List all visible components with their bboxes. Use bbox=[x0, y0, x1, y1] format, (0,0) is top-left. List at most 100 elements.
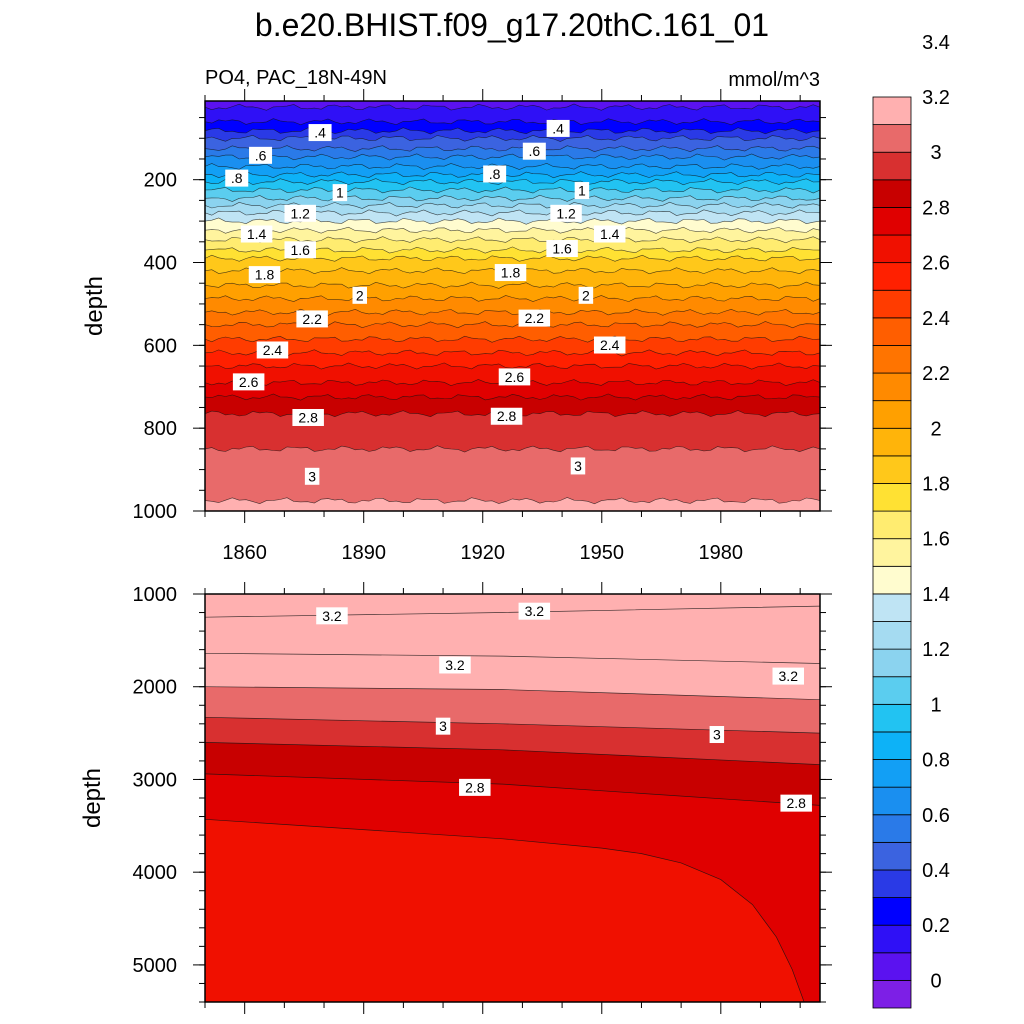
upper-contour-label: 1 bbox=[578, 183, 586, 199]
lower-axes: 1000 2000 3000 4000 5000 bbox=[133, 582, 832, 1014]
lower-contour-fill bbox=[205, 594, 820, 1002]
lower-y-axis-label: depth bbox=[79, 768, 106, 828]
upper-contour-label-box bbox=[304, 467, 320, 485]
colorbar-box bbox=[872, 621, 912, 650]
lower-contour-line bbox=[205, 686, 820, 701]
upper-contour-labels: .4.4.6.6.8.81 11.2 1.21.4 1.41.6 1.61.8 1.82 2… bbox=[225, 119, 626, 485]
x-tick-label: 1890 bbox=[341, 542, 386, 564]
colorbar-tick-label: 3.4 bbox=[922, 32, 950, 54]
lower-contour-label-box bbox=[518, 602, 551, 620]
lower-contour-label-box bbox=[316, 607, 348, 625]
upper-contour-label-box bbox=[332, 184, 348, 202]
lower-contour-label: 3.2 bbox=[525, 603, 545, 619]
upper-contour-label-box bbox=[248, 266, 281, 284]
colorbar-box bbox=[872, 510, 912, 540]
colorbar-tick-label: 2.8 bbox=[922, 197, 950, 219]
colorbar-box bbox=[872, 345, 912, 374]
x-tick-label: 1980 bbox=[699, 542, 744, 564]
upper-contour-label: 1 bbox=[336, 185, 344, 201]
y-tick-label: 4000 bbox=[133, 862, 178, 884]
lower-contour-line bbox=[205, 652, 820, 664]
colorbar-box bbox=[872, 869, 912, 898]
upper-contour-label: .8 bbox=[231, 170, 243, 186]
lower-contour-label: 2.8 bbox=[786, 795, 806, 811]
upper-contour-label-box bbox=[352, 286, 367, 304]
upper-contour-label: 2.2 bbox=[525, 310, 545, 326]
upper-contour-label-box bbox=[256, 341, 289, 359]
upper-contour-fill bbox=[205, 101, 820, 511]
lower-contour-label-box bbox=[439, 656, 471, 674]
upper-plot-frame bbox=[204, 100, 821, 512]
colorbar-tick-label: 0.6 bbox=[922, 805, 950, 827]
y-tick-label: 400 bbox=[144, 253, 177, 275]
upper-contour-line bbox=[205, 162, 820, 170]
upper-contour-label: 2.2 bbox=[302, 311, 322, 327]
lower-contour-band bbox=[205, 819, 805, 1002]
x-tick-label: 1860 bbox=[222, 542, 267, 564]
upper-contour-line bbox=[205, 226, 820, 234]
figure-title: b.e20.BHIST.f09_g17.20thC.161_01 bbox=[255, 7, 769, 43]
upper-contour-label-box bbox=[593, 225, 626, 243]
colorbar-tick-label: 3.2 bbox=[922, 87, 950, 109]
upper-contour-label: .6 bbox=[528, 143, 540, 159]
colorbar-box bbox=[872, 151, 912, 181]
upper-contour-label-box bbox=[494, 264, 527, 282]
upper-contour-label: 2.8 bbox=[298, 409, 318, 425]
colorbar-box bbox=[872, 731, 912, 760]
colorbar-box bbox=[872, 924, 912, 954]
upper-contour-line bbox=[205, 497, 820, 505]
colorbar-tick-label: 0.4 bbox=[922, 860, 950, 882]
colorbar-box bbox=[872, 952, 912, 981]
lower-contour-lines bbox=[205, 605, 820, 1002]
upper-contour-label: 2 bbox=[356, 287, 364, 303]
colorbar-box bbox=[872, 786, 912, 816]
upper-contour-label-box bbox=[232, 373, 265, 391]
upper-contour-line bbox=[205, 178, 820, 186]
colorbar-tick-label: 0.2 bbox=[922, 915, 950, 937]
colorbar-box bbox=[872, 400, 912, 429]
colorbar-box bbox=[872, 455, 912, 484]
upper-contour-label-box bbox=[522, 142, 546, 160]
colorbar-box bbox=[872, 289, 912, 319]
lower-contour-labels: 3.2 3.2 3.2 3.2 3 3 2.8 2.8 bbox=[316, 602, 812, 812]
x-tick-label: 1920 bbox=[460, 542, 505, 564]
upper-contour-label-box bbox=[284, 241, 316, 259]
colorbar-box bbox=[872, 979, 912, 1009]
upper-contour-label-box bbox=[570, 457, 586, 475]
lower-contour-line bbox=[205, 742, 820, 765]
upper-contour-line bbox=[205, 236, 820, 244]
upper-contour-label: 2.6 bbox=[239, 374, 259, 390]
colorbar-box bbox=[872, 538, 912, 567]
upper-contour-line bbox=[205, 145, 820, 153]
colorbar-box bbox=[872, 179, 912, 208]
units-label: mmol/m^3 bbox=[728, 69, 820, 91]
upper-contour-label: .6 bbox=[255, 147, 267, 163]
colorbar-tick-label: 3 bbox=[930, 142, 941, 164]
colorbar-box bbox=[872, 483, 912, 512]
colorbar-tick-label: 1.2 bbox=[922, 639, 950, 661]
y-tick-label: 1000 bbox=[133, 501, 178, 523]
lower-contour-label: 2.8 bbox=[465, 779, 485, 795]
lower-contour-label-box bbox=[772, 667, 805, 685]
upper-contour-label-box bbox=[490, 407, 523, 425]
upper-contour-label: 2.6 bbox=[505, 369, 525, 385]
upper-contour-label: .4 bbox=[552, 120, 564, 136]
upper-contour-line bbox=[205, 281, 820, 289]
upper-contour-label: 3 bbox=[574, 458, 582, 474]
y-tick-label: 5000 bbox=[133, 955, 178, 977]
upper-contour-label: 1.2 bbox=[290, 205, 310, 221]
upper-contour-line bbox=[205, 153, 820, 161]
lower-contour-line bbox=[205, 818, 805, 1002]
upper-contour-label-box bbox=[483, 165, 507, 183]
y-tick-label: 600 bbox=[144, 335, 177, 357]
upper-contour-label: 2.4 bbox=[263, 342, 283, 358]
colorbar-box bbox=[872, 897, 912, 926]
colorbar-box bbox=[872, 427, 912, 457]
upper-contour-label-box bbox=[574, 182, 590, 200]
colorbar-box bbox=[872, 759, 912, 788]
upper-contour-line bbox=[205, 171, 820, 179]
upper-contour-line bbox=[205, 445, 820, 453]
colorbar-box bbox=[872, 593, 912, 622]
colorbar-boxes bbox=[872, 96, 912, 1009]
